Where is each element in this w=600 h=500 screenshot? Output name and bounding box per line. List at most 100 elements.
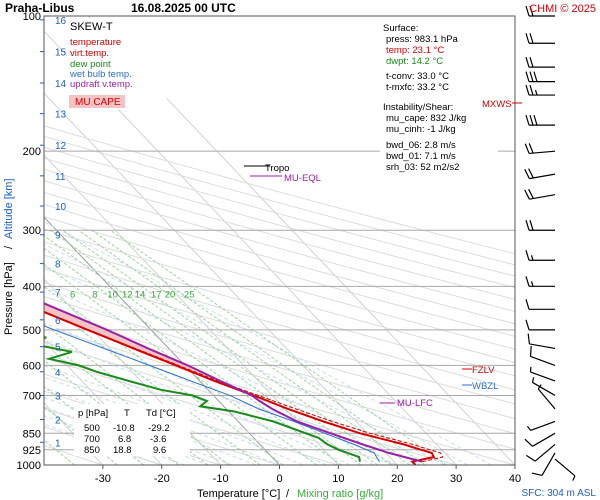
legend-mu-cape: MU CAPE xyxy=(75,97,121,108)
level-table-cell: 700 xyxy=(84,434,100,445)
wind-barb xyxy=(525,33,555,44)
mu-eql-label: MU-EQL xyxy=(284,173,321,184)
mixing-ratio-line xyxy=(110,229,447,465)
dry-adiabat-line xyxy=(44,216,515,350)
srh03-value: srh_03: 52 m2/s2 xyxy=(386,162,459,173)
sfc-note: SFC: 304 m ASL xyxy=(522,488,597,499)
isotherm-line xyxy=(44,340,163,465)
level-table-cell: 9.6 xyxy=(153,445,166,456)
temp-tick-label: -30 xyxy=(95,473,111,485)
dry-adiabat-line xyxy=(44,157,515,289)
series-updraft-vtemp xyxy=(44,302,423,463)
dry-adiabat-line xyxy=(44,228,515,363)
wind-barb xyxy=(525,319,555,331)
legend-mu-cape-swatch xyxy=(69,95,125,108)
surface-heading: Surface: xyxy=(383,23,418,34)
mixing-ratio-label: 10 xyxy=(107,289,118,300)
pressure-tick-label: 200 xyxy=(23,146,41,158)
mixing-ratio-line xyxy=(91,229,426,465)
altitude-tick-label: 3 xyxy=(55,391,61,402)
xlabel-mixing-ratio: Mixing ratio [g/kg] xyxy=(297,488,383,500)
altitude-tick-label: 11 xyxy=(55,172,66,183)
dry-adiabat-line xyxy=(44,254,515,391)
level-table-cell: 18.8 xyxy=(113,445,132,456)
level-table-header-p: p [hPa] xyxy=(78,408,108,419)
level-table-cell: -10.8 xyxy=(113,423,135,434)
wind-barb xyxy=(524,432,556,447)
altitude-tick-label: 6 xyxy=(55,316,61,327)
pressure-tick-label: 400 xyxy=(23,281,41,293)
wind-barb xyxy=(527,333,556,350)
tropo-label: Tropo xyxy=(265,163,289,174)
level-table-cell: 6.8 xyxy=(118,434,131,445)
temp-tick-label: -20 xyxy=(154,473,170,485)
grid-labels: -80 °C-70-60-50-40-30-20-10 °C6810121417… xyxy=(70,289,194,300)
datetime: 16.08.2025 00 UTC xyxy=(131,1,236,15)
wind-barb xyxy=(524,168,556,180)
series-virtual-temperature xyxy=(44,311,444,463)
dry-adiabat-line xyxy=(44,281,515,420)
series-group xyxy=(44,302,444,465)
altitude-tick-label: 7 xyxy=(55,288,61,299)
mixing-ratio-line xyxy=(44,286,284,465)
altitude-tick-label: 10 xyxy=(55,202,67,213)
wind-barb xyxy=(526,443,556,462)
altitude-tick-label: 8 xyxy=(55,260,61,271)
wind-barb xyxy=(531,452,556,477)
altitude-tick-label: 1 xyxy=(55,438,61,449)
surface-press: press: 983.1 hPa xyxy=(386,34,459,45)
wind-barb xyxy=(525,220,555,231)
dry-adiabat-line xyxy=(44,191,515,325)
mixing-ratio-label: 8 xyxy=(92,289,97,300)
bwd06-value: bwd_06: 2.8 m/s xyxy=(386,140,456,151)
mixing-ratio-line xyxy=(44,263,317,465)
temp-tick-label: 40 xyxy=(509,473,521,485)
instability-heading: Instability/Shear: xyxy=(383,102,453,113)
wind-barb xyxy=(526,420,556,431)
credit: CHMI © 2025 xyxy=(529,3,596,15)
surface-tconv: t-conv: 33.0 °C xyxy=(386,71,449,82)
pressure-tick-label: 925 xyxy=(23,445,41,457)
legend-title: SKEW-T xyxy=(70,21,113,33)
axes: 1234567891011121314151610020030040050060… xyxy=(17,11,522,485)
ylabel-pressure: Pressure [hPa] xyxy=(3,262,15,335)
legend-box xyxy=(67,18,167,110)
wbzl-label: WBZL xyxy=(472,381,498,392)
mxws-label: MXWS xyxy=(482,99,512,110)
altitude-tick-label: 9 xyxy=(55,231,61,242)
isotherm-line xyxy=(44,216,280,465)
wind-barb xyxy=(525,250,555,261)
mixing-ratio-line xyxy=(44,301,261,465)
mixing-ratio-label: 20 xyxy=(165,289,176,300)
series-dew-point xyxy=(44,336,361,462)
wind-barb xyxy=(531,377,556,396)
surface-tmxfc: t-mxfc: 33.2 °C xyxy=(386,82,449,93)
pressure-tick-label: 850 xyxy=(23,428,41,440)
temp-tick-label: 10 xyxy=(332,473,344,485)
pressure-tick-label: 700 xyxy=(23,390,41,402)
mixing-ratio-label: 12 xyxy=(122,289,133,300)
mu-cape-value: mu_cape: 832 J/kg xyxy=(386,113,466,124)
mu-cinh-value: mu_cinh: -1 J/kg xyxy=(386,124,456,135)
mixing-ratio-label: 6 xyxy=(70,289,75,300)
legend-temperature: temperature xyxy=(70,37,121,48)
wind-barb xyxy=(525,84,555,96)
isotherm-line xyxy=(44,278,221,465)
pressure-tick-label: 1000 xyxy=(17,460,41,472)
xlabel-temperature: Temperature [°C] xyxy=(197,488,280,500)
surface-dwpt: dwpt: 14.2 °C xyxy=(386,56,443,67)
altitude-tick-label: 12 xyxy=(55,141,67,152)
altitude-tick-label: 13 xyxy=(55,110,67,121)
wind-barb xyxy=(525,71,555,83)
mu-lfc-label: MU-LFC xyxy=(397,398,433,409)
wind-barb xyxy=(529,366,556,382)
mixing-ratio-line xyxy=(50,229,378,465)
temp-tick-label: 30 xyxy=(450,473,462,485)
ylabel-sep: / xyxy=(3,245,15,249)
station-title: Praha-Libus xyxy=(5,1,75,15)
pressure-tick-label: 100 xyxy=(23,11,41,23)
legend-dew-point: dew point xyxy=(70,59,111,70)
level-table-header-td: Td [°C] xyxy=(146,408,176,419)
